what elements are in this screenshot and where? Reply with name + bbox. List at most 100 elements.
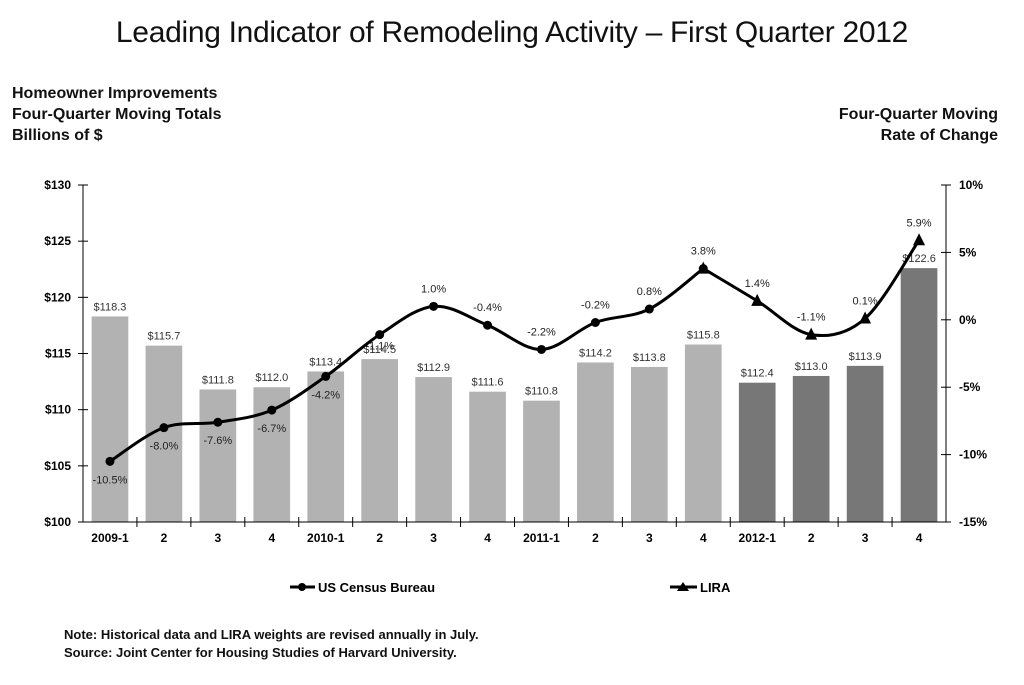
right-axis-tick-label: 10% (959, 178, 983, 192)
point-label: 0.1% (853, 295, 878, 307)
left-axis-tick-label: $105 (44, 459, 71, 473)
census-marker (267, 405, 277, 415)
left-axis-title-line: Billions of $ (12, 127, 103, 144)
point-label: -1.1% (365, 341, 394, 353)
left-axis-title-line: Homeowner Improvements (12, 85, 218, 102)
point-label: -8.0% (150, 441, 179, 453)
left-axis-tick-label: $110 (45, 403, 71, 417)
bar (523, 400, 560, 522)
bar (91, 316, 129, 522)
x-axis-tick-label: 4 (916, 531, 923, 545)
legend-lira-marker (677, 582, 689, 591)
census-marker (483, 320, 493, 330)
bar-label: $113.8 (633, 352, 666, 364)
point-label: 5.9% (906, 217, 931, 229)
bar-label: $113.9 (849, 351, 882, 363)
x-axis-tick-label: 3 (862, 531, 869, 545)
point-label: -0.2% (581, 299, 610, 311)
point-label: -6.7% (257, 423, 286, 435)
bar (415, 377, 452, 522)
left-axis-tick-label: $120 (44, 290, 71, 304)
census-marker (429, 301, 439, 311)
x-axis-tick-label: 2 (592, 531, 599, 545)
left-axis-title: Homeowner Improvements Four-Quarter Movi… (12, 83, 221, 146)
lira-marker (697, 261, 710, 274)
bar (684, 344, 722, 522)
footnote-note: Note: Historical data and LIRA weights a… (64, 627, 479, 642)
point-label: -2.2% (527, 326, 556, 338)
right-axis-tick-label: -5% (959, 380, 981, 394)
x-axis-tick-label: 2012-1 (739, 531, 777, 545)
footnote: Note: Historical data and LIRA weights a… (64, 626, 479, 662)
bar-label: $115.8 (687, 330, 720, 342)
x-axis-tick-label: 2009-1 (91, 531, 129, 545)
lira-marker (805, 327, 818, 340)
census-marker (375, 330, 385, 340)
right-axis-title-line: Four-Quarter Moving (838, 106, 998, 123)
bar-label: $113.4 (309, 356, 342, 368)
census-marker (590, 317, 600, 327)
lira-marker (859, 311, 872, 324)
x-axis-tick-label: 3 (646, 531, 653, 545)
chart-title: Leading Indicator of Remodeling Activity… (115, 16, 909, 49)
bar (307, 371, 345, 522)
census-marker (321, 371, 331, 381)
x-axis-tick-label: 4 (700, 531, 707, 545)
x-axis-tick-label: 3 (215, 531, 222, 545)
bar-label: $118.3 (94, 301, 127, 313)
x-axis-tick-label: 4 (268, 531, 275, 545)
bar-label: $113.0 (795, 361, 828, 373)
bar (738, 382, 776, 522)
census-marker (536, 344, 546, 354)
bar (792, 375, 830, 522)
left-axis-tick-label: $115 (45, 347, 71, 361)
lira-marker (913, 233, 926, 246)
point-label: 0.8% (637, 286, 662, 298)
bar-label: $112.9 (417, 362, 450, 374)
point-label: -1.1% (797, 312, 826, 324)
census-marker (105, 456, 115, 466)
x-axis-tick-label: 2010-1 (307, 531, 345, 545)
census-marker (159, 423, 169, 433)
bar-label: $110.8 (525, 386, 558, 398)
bar (469, 391, 506, 522)
legend-census-marker (298, 583, 306, 591)
census-marker (644, 304, 654, 314)
right-axis-tick-label: -15% (959, 515, 987, 529)
bar-label: $115.7 (147, 331, 180, 343)
point-label: -4.2% (311, 389, 340, 401)
bar-label: $114.2 (579, 347, 612, 359)
legend-lira-label: LIRA (700, 580, 731, 595)
point-label: -0.4% (473, 302, 502, 314)
census-marker (213, 417, 223, 427)
x-axis-tick-label: 4 (484, 531, 491, 545)
point-label: 3.8% (691, 246, 716, 258)
point-label: -10.5% (93, 474, 128, 486)
bar (361, 359, 398, 522)
point-label: 1.0% (421, 283, 446, 295)
bar-label: $111.8 (202, 374, 234, 386)
right-axis-title-line: Rate of Change (880, 127, 998, 144)
legend-census-label: US Census Bureau (318, 580, 435, 595)
x-axis-tick-label: 2 (161, 531, 168, 545)
left-axis-tick-label: $125 (44, 234, 71, 248)
point-label: 1.4% (745, 278, 770, 290)
bar-label: $112.4 (741, 368, 774, 380)
bar (631, 366, 668, 522)
right-axis-tick-label: 0% (959, 313, 977, 327)
x-axis-tick-label: 2 (808, 531, 815, 545)
left-axis-title-line: Four-Quarter Moving Totals (12, 106, 222, 123)
x-axis-tick-label: 3 (430, 531, 437, 545)
bar-label: $111.6 (472, 377, 504, 389)
bar (199, 389, 237, 522)
right-axis-title: Four-Quarter Moving Rate of Change (839, 104, 998, 146)
bar (577, 362, 614, 522)
bar-label: $112.0 (255, 372, 288, 384)
bar-label: $114.5 (363, 344, 396, 356)
right-axis-tick-label: 5% (959, 245, 977, 259)
point-label: -7.6% (203, 435, 232, 447)
left-axis-tick-label: $130 (44, 178, 71, 192)
bar (846, 365, 884, 522)
left-axis-tick-label: $100 (44, 515, 71, 529)
